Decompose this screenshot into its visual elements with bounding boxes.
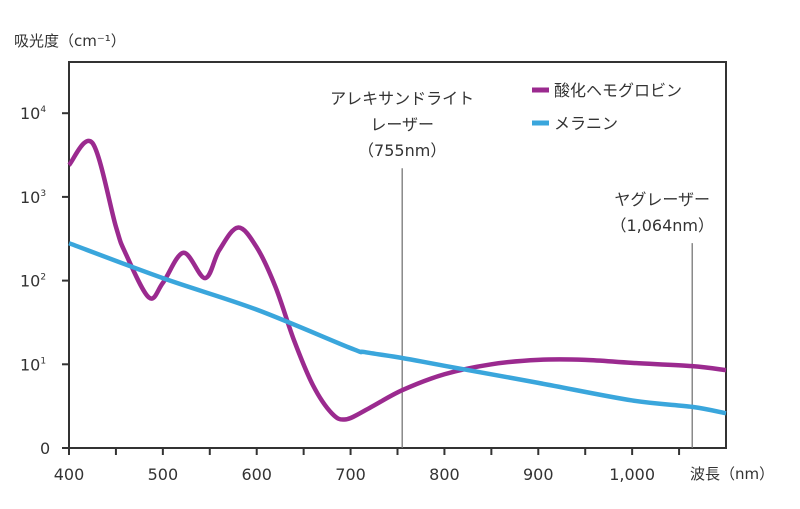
x-tick-label: 700 xyxy=(335,465,366,484)
x-tick-label: 800 xyxy=(429,465,460,484)
x-tick-label: 500 xyxy=(148,465,179,484)
legend-label: メラニン xyxy=(554,114,618,133)
series-line-メラニン xyxy=(68,241,727,416)
laser-annotation-text: ヤグレーザー xyxy=(614,190,710,209)
laser-annotation-text: レーザー xyxy=(370,115,434,134)
y-axis-label: 吸光度（cm⁻¹） xyxy=(14,32,126,50)
y-tick-label: 103 xyxy=(20,188,46,207)
laser-annotation-text: （1,064nm） xyxy=(610,216,714,235)
laser-annotation-text: （755nm） xyxy=(358,141,446,160)
laser-annotation-text: アレキサンドライト xyxy=(330,89,474,108)
y-tick-label: 104 xyxy=(20,104,46,123)
x-tick-label: 600 xyxy=(241,465,272,484)
x-tick-label: 900 xyxy=(523,465,554,484)
y-tick-label: 102 xyxy=(20,272,46,291)
x-tick-label: 400 xyxy=(54,465,85,484)
x-tick-label: 1,000 xyxy=(609,465,655,484)
legend-label: 酸化ヘモグロビン xyxy=(554,81,682,100)
x-axis-label: 波長（nm） xyxy=(690,465,774,483)
y-tick-label: 0 xyxy=(40,439,50,458)
series-line-酸化ヘモグロビン xyxy=(67,138,727,422)
y-tick-label: 101 xyxy=(20,355,46,374)
